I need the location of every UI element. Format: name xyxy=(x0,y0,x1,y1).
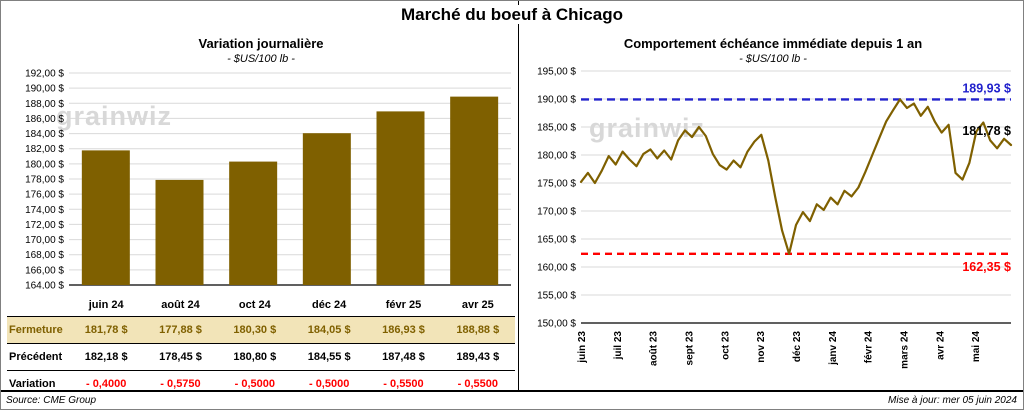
table-row-variation: Variation - 0,4000 - 0,5750 - 0,5000 - 0,500… xyxy=(7,370,515,397)
table-cell: - 0,4000 xyxy=(85,378,127,390)
line-chart: 195,00 $ 190,00 $ 185,00 $ 180,00 $ 175,00 $… xyxy=(537,67,1013,369)
table-cell: 188,88 $ xyxy=(456,324,500,336)
month-label: févr 25 xyxy=(385,299,422,311)
table-cell: - 0,5000 xyxy=(234,378,276,390)
y-tick-label: 195,00 $ xyxy=(537,67,576,78)
table-cell: 177,88 $ xyxy=(159,324,202,336)
x-tick-label: juin 23 xyxy=(577,331,588,364)
table-cell: 182,18 $ xyxy=(84,351,128,363)
last-value-label: 181,78 $ xyxy=(962,124,1011,138)
table-cell: 180,30 $ xyxy=(233,324,277,336)
x-tick-label: déc 23 xyxy=(792,331,803,363)
line-chart-title: Comportement échéance immédiate depuis 1… xyxy=(623,36,923,51)
y-tick-label: 188,00 $ xyxy=(25,99,64,110)
y-tick-label: 190,00 $ xyxy=(25,84,64,95)
y-tick-label: 175,00 $ xyxy=(537,179,576,190)
page-title: Marché du boeuf à Chicago xyxy=(1,5,1023,25)
footer: Source: CME Group Mise à jour: mer 05 ju… xyxy=(1,390,1023,409)
x-tick-label: mai 24 xyxy=(971,331,982,363)
y-tick-label: 184,00 $ xyxy=(25,129,64,140)
table-cell: - 0,5500 xyxy=(383,378,424,390)
bar-month-labels: juin 24 août 24 oct 24 déc 24 févr 25 avr 25 xyxy=(7,294,515,316)
y-tick-label: 170,00 $ xyxy=(537,207,576,218)
bar-chart-title: Variation journalière xyxy=(198,36,324,51)
y-tick-label: 165,00 $ xyxy=(537,235,576,246)
watermark-right: grainwiz xyxy=(589,113,706,143)
y-tick-label: 172,00 $ xyxy=(25,220,64,231)
x-tick-label: mars 24 xyxy=(900,331,911,369)
x-tick-label: nov 23 xyxy=(756,331,767,363)
month-label: oct 24 xyxy=(238,299,271,311)
bar-chart-subtitle: - $US/100 lb - xyxy=(227,53,295,65)
month-label: déc 24 xyxy=(312,299,347,311)
one-year-panel: Comportement échéance immédiate depuis 1… xyxy=(525,35,1021,396)
x-tick-label: juil 23 xyxy=(613,331,624,361)
y-tick-label: 182,00 $ xyxy=(25,144,64,155)
table-cell: 189,43 $ xyxy=(456,351,500,363)
y-tick-label: 185,00 $ xyxy=(537,123,576,134)
bar xyxy=(376,111,425,285)
x-tick-label: févr 24 xyxy=(864,331,875,364)
bar-chart: 192,00 $ 190,00 $ 188,00 $ 186,00 $ 184,00 $… xyxy=(25,69,511,292)
x-tick-label: août 23 xyxy=(649,331,660,366)
row-label: Précédent xyxy=(9,351,63,363)
daily-variation-panel: Variation journalière - $US/100 lb - 192… xyxy=(7,35,515,397)
bar xyxy=(229,161,278,285)
y-tick-label: 192,00 $ xyxy=(25,69,64,80)
table-cell: 184,05 $ xyxy=(307,324,351,336)
x-tick-label: janv 24 xyxy=(828,331,839,366)
y-tick-label: 180,00 $ xyxy=(537,151,576,162)
page-title-text: Marché du boeuf à Chicago xyxy=(391,5,633,24)
source-label: Source: CME Group xyxy=(6,395,97,406)
table-row-fermeture: Fermeture 181,78 $ 177,88 $ 180,30 $ 184,05 … xyxy=(7,316,515,343)
y-tick-label: 150,00 $ xyxy=(537,319,576,330)
y-tick-label: 164,00 $ xyxy=(25,281,64,290)
y-tick-label: 168,00 $ xyxy=(25,250,64,261)
table-cell: 187,48 $ xyxy=(382,351,425,363)
y-tick-label: 180,00 $ xyxy=(25,159,64,170)
month-label: août 24 xyxy=(161,299,200,311)
max-value-label: 189,93 $ xyxy=(962,81,1011,95)
month-label: avr 25 xyxy=(461,299,494,311)
row-label: Fermeture xyxy=(9,324,63,336)
bar xyxy=(155,179,204,285)
panel-divider xyxy=(518,1,519,409)
month-label: juin 24 xyxy=(88,299,124,311)
y-tick-label: 160,00 $ xyxy=(537,263,576,274)
table-cell: 181,78 $ xyxy=(84,324,128,336)
bar-chart-container: 192,00 $ 190,00 $ 188,00 $ 186,00 $ 184,00 $… xyxy=(7,67,515,294)
y-tick-label: 176,00 $ xyxy=(25,190,64,201)
x-tick-label: sept 23 xyxy=(685,331,696,366)
y-tick-label: 178,00 $ xyxy=(25,175,64,186)
line-chart-container: 195,00 $ 190,00 $ 185,00 $ 180,00 $ 175,00 $… xyxy=(525,67,1021,396)
bar xyxy=(302,133,351,285)
watermark-left: grainwiz xyxy=(56,101,173,131)
y-tick-label: 174,00 $ xyxy=(25,205,64,216)
x-tick-label: avr 24 xyxy=(935,331,946,360)
table-cell: 178,45 $ xyxy=(159,351,202,363)
table-cell: - 0,5000 xyxy=(308,378,350,390)
y-tick-label: 155,00 $ xyxy=(537,291,576,302)
price-table: Fermeture 181,78 $ 177,88 $ 180,30 $ 184,05 … xyxy=(7,316,515,397)
y-tick-label: 186,00 $ xyxy=(25,114,64,125)
updated-label: Mise à jour: mer 05 juin 2024 xyxy=(888,395,1017,406)
table-cell: - 0,5500 xyxy=(457,378,499,390)
bar xyxy=(450,96,499,285)
y-tick-label: 170,00 $ xyxy=(25,235,64,246)
table-row-precedent: Précédent 182,18 $ 178,45 $ 180,80 $ 184,55 … xyxy=(7,343,515,370)
y-tick-label: 166,00 $ xyxy=(25,265,64,276)
table-cell: 180,80 $ xyxy=(233,351,277,363)
table-cell: 186,93 $ xyxy=(382,324,425,336)
row-label: Variation xyxy=(9,378,56,390)
bar xyxy=(81,150,130,285)
price-line xyxy=(579,98,1013,255)
y-tick-label: 190,00 $ xyxy=(537,95,576,106)
min-value-label: 162,35 $ xyxy=(962,260,1011,274)
line-chart-subtitle: - $US/100 lb - xyxy=(739,53,807,65)
x-tick-label: oct 23 xyxy=(720,331,731,360)
table-cell: - 0,5750 xyxy=(160,378,201,390)
table-cell: 184,55 $ xyxy=(307,351,351,363)
